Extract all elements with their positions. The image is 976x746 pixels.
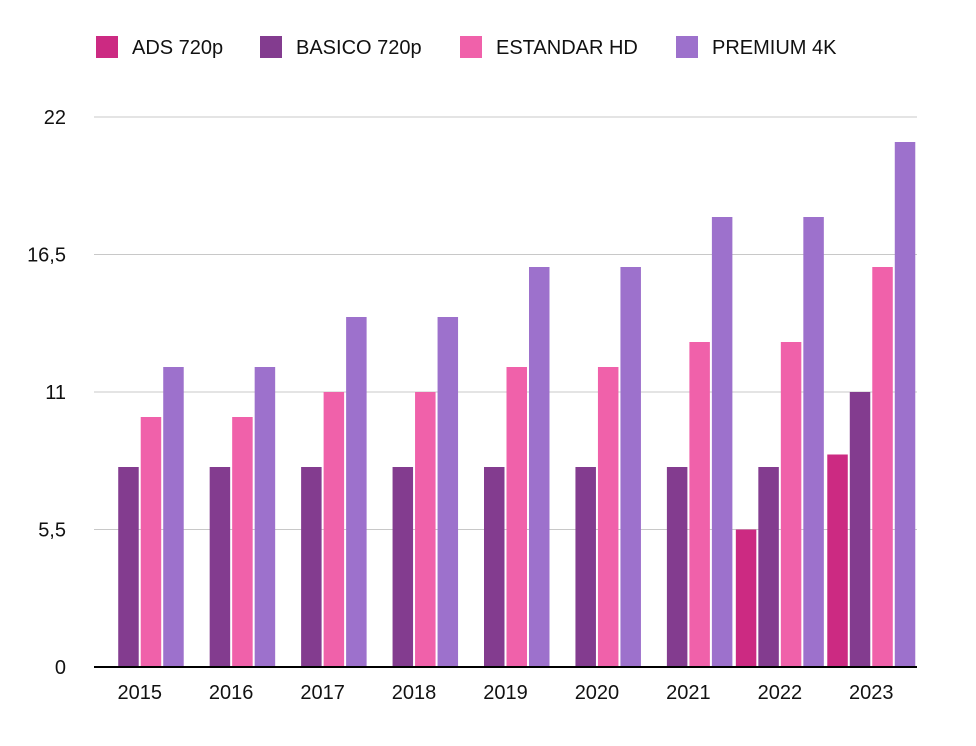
bar-estandar-hd-2015 [140,417,162,667]
bar-basico-720p-2023 [849,392,871,667]
bar-premium-4k-2022 [803,217,824,667]
legend-label: PREMIUM 4K [712,37,837,59]
bar-premium-4k-2015 [163,367,184,667]
bar-estandar-hd-2018 [415,392,436,667]
legend-item-premium-4k: PREMIUM 4K [676,36,837,59]
x-tick-label: 2023 [849,682,894,704]
x-tick-label: 2020 [575,682,620,704]
bar-ads-720p-2023 [827,454,848,667]
legend-swatch [460,36,482,58]
bar-estandar-hd-2017 [323,392,345,667]
y-tick-label: 5,5 [38,520,66,542]
x-tick-label: 2015 [117,682,162,704]
legend: ADS 720p BASICO 720p ESTANDAR HD PREMIUM 4K [96,36,837,59]
bar-premium-4k-2020 [620,267,641,667]
bar-ads-720p-2022 [735,529,757,667]
bar-premium-4k-2021 [711,217,733,667]
y-axis-ticks: 0 5,5 11 16,5 22 [27,107,66,679]
x-tick-label: 2018 [392,682,437,704]
legend-item-ads-720p: ADS 720p [96,36,223,59]
legend-item-basico-720p: BASICO 720p [260,36,422,59]
bar-estandar-hd-2022 [780,342,802,667]
gridlines [94,116,917,530]
bar-basico-720p-2019 [484,467,505,667]
bar-premium-4k-2019 [529,267,550,667]
x-axis-ticks: 2015 2016 2017 2018 2019 2020 2021 2022 2023 [117,682,893,704]
x-tick-label: 2019 [483,682,528,704]
bar-basico-720p-2017 [301,467,322,667]
legend-label: ADS 720p [132,37,223,59]
y-tick-label: 16,5 [27,245,66,267]
bar-basico-720p-2022 [758,467,779,667]
bar-basico-720p-2016 [209,467,231,667]
bar-premium-4k-2018 [437,317,459,667]
bar-premium-4k-2016 [254,367,276,667]
legend-swatch [676,36,698,58]
bar-premium-4k-2017 [346,317,367,667]
legend-label: ESTANDAR HD [496,37,638,59]
legend-swatch [260,36,282,58]
bar-estandar-hd-2016 [232,417,253,667]
legend-swatch [96,36,118,58]
legend-item-estandar-hd: ESTANDAR HD [460,36,638,59]
y-tick-label: 11 [45,382,66,404]
bar-premium-4k-2023 [894,142,916,667]
x-tick-label: 2021 [666,682,711,704]
y-tick-label: 22 [44,107,66,129]
bar-basico-720p-2021 [666,467,688,667]
y-tick-label: 0 [55,657,66,679]
bars [118,142,916,667]
bar-estandar-hd-2020 [597,367,619,667]
bar-basico-720p-2020 [575,467,596,667]
bar-estandar-hd-2019 [506,367,527,667]
bar-estandar-hd-2023 [872,267,893,667]
x-tick-label: 2022 [758,682,803,704]
x-tick-label: 2017 [300,682,345,704]
legend-label: BASICO 720p [296,37,422,59]
x-tick-label: 2016 [209,682,254,704]
bar-estandar-hd-2021 [689,342,710,667]
bar-basico-720p-2018 [392,467,414,667]
bar-basico-720p-2015 [118,467,139,667]
